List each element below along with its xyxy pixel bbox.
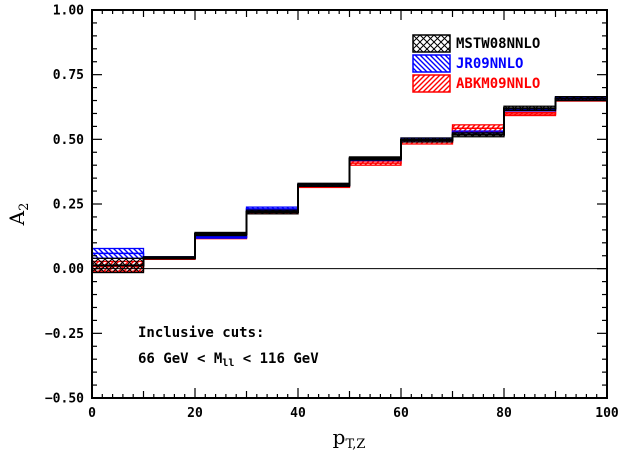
y-axis-title-sub: 2 <box>17 203 32 211</box>
y-tick-label: 0.00 <box>53 262 84 277</box>
legend: MSTW08NNLO JR09NNLO ABKM09NNLO <box>412 34 540 93</box>
step-line-mstw <box>92 97 607 267</box>
legend-swatch-mstw <box>412 34 451 53</box>
legend-label-mstw: MSTW08NNLO <box>456 36 540 52</box>
y-axis-title: A2 <box>5 203 32 227</box>
x-axis-title-main: p <box>333 425 346 449</box>
x-axis-title-sub: T,Z <box>345 437 365 452</box>
x-tick-label: 60 <box>393 406 409 421</box>
x-tick-label: 40 <box>290 406 306 421</box>
legend-swatch-abkm <box>412 74 451 93</box>
annotation-mass-sub: ll <box>222 358 234 369</box>
y-tick-label: −0.50 <box>45 392 84 407</box>
legend-swatch-jr09 <box>412 54 451 73</box>
y-axis-title-main: A <box>5 210 29 226</box>
y-tick-label: 0.25 <box>53 198 84 213</box>
annotation-mass-prefix: 66 GeV < M <box>138 351 222 367</box>
legend-entry-jr09: JR09NNLO <box>412 54 523 73</box>
annotation-line-1: Inclusive cuts: <box>138 325 264 341</box>
x-tick-label: 80 <box>496 406 512 421</box>
legend-entry-mstw: MSTW08NNLO <box>412 34 540 53</box>
legend-entry-abkm: ABKM09NNLO <box>412 74 540 93</box>
x-tick-label: 0 <box>88 406 96 421</box>
y-tick-label: 1.00 <box>53 4 84 19</box>
annotation-line-2: 66 GeV < Mll < 116 GeV <box>138 351 319 369</box>
legend-label-abkm: ABKM09NNLO <box>456 76 540 92</box>
cuts-annotation: Inclusive cuts: 66 GeV < Mll < 116 GeV <box>138 325 319 369</box>
bands-layer <box>91 96 608 274</box>
ticks-layer: 0 20 40 60 80 100 −0.50 −0.25 0.00 0.25 0.50 0.75 1.… <box>45 4 619 422</box>
x-axis-title: pT,Z <box>333 425 366 452</box>
y-tick-label: 0.50 <box>53 133 84 148</box>
series-mstw <box>91 96 608 274</box>
x-tick-label: 100 <box>595 406 619 421</box>
y-tick-label: −0.25 <box>45 327 84 342</box>
plot-frame <box>91 9 608 399</box>
y-tick-label: 0.75 <box>53 68 84 83</box>
annotation-mass-suffix: < 116 GeV <box>234 351 319 367</box>
legend-label-jr09: JR09NNLO <box>456 56 523 72</box>
x-tick-label: 20 <box>187 406 203 421</box>
